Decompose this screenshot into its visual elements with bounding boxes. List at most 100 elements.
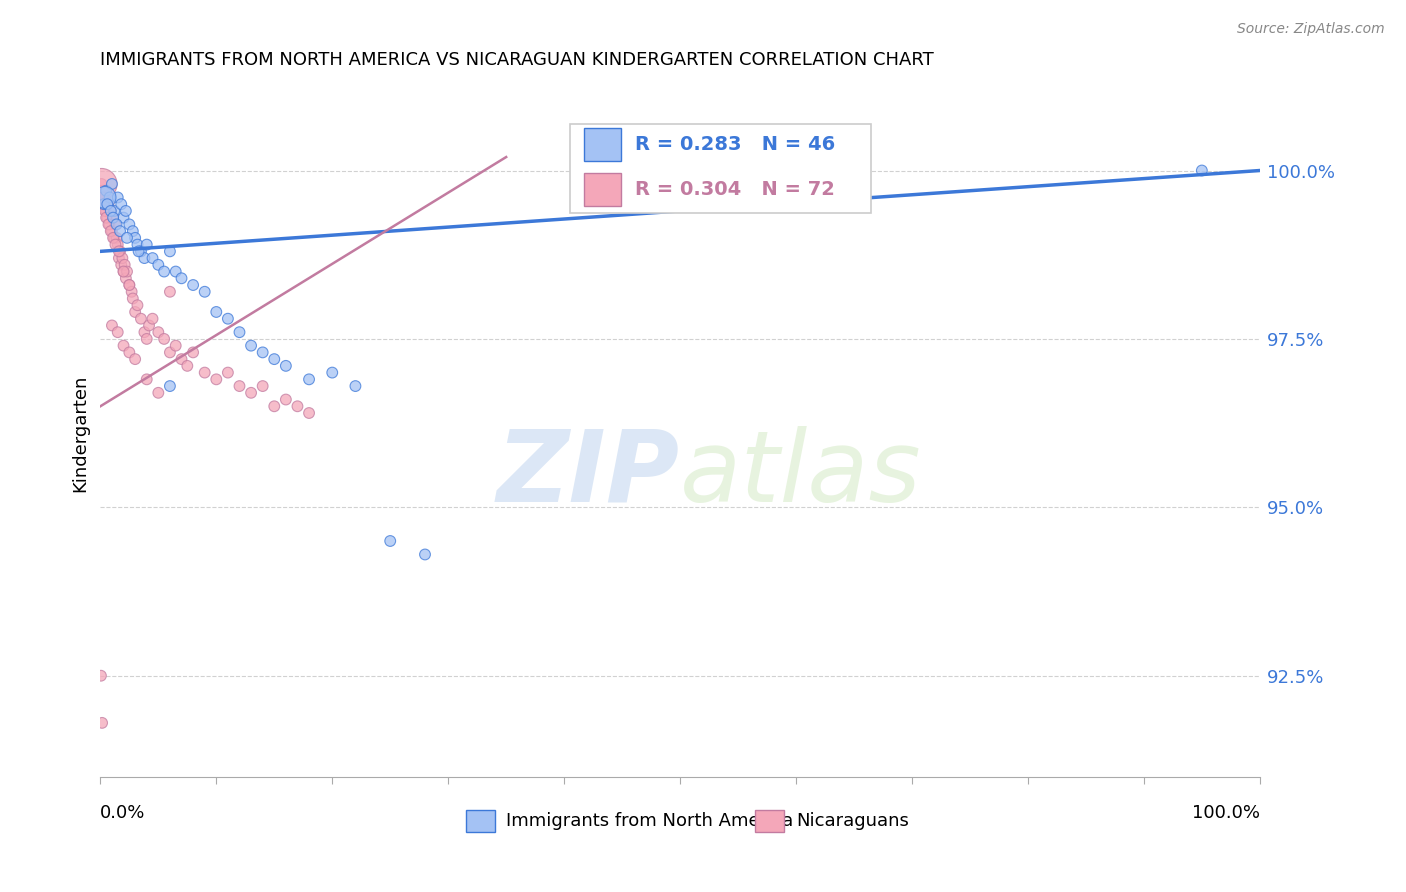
Point (115, 203, 138, 218)
Point (101, 177, 124, 191)
FancyBboxPatch shape (755, 811, 785, 832)
Point (91, 184, 114, 198)
Point (228, 379, 250, 393)
Point (111, 251, 134, 265)
Point (103, 203, 125, 218)
Point (98, 190, 121, 204)
Point (108, 224, 131, 238)
Point (240, 339, 263, 353)
Point (100, 224, 122, 238)
Point (101, 318, 124, 333)
Point (263, 399, 285, 413)
Point (90, 177, 112, 191)
FancyBboxPatch shape (569, 124, 872, 213)
Point (134, 251, 156, 265)
Point (90, 177, 112, 191)
Point (94, 203, 117, 218)
Point (252, 345, 274, 359)
Point (105, 231, 128, 245)
Text: IMMIGRANTS FROM NORTH AMERICA VS NICARAGUAN KINDERGARTEN CORRELATION CHART: IMMIGRANTS FROM NORTH AMERICA VS NICARAG… (100, 51, 934, 69)
Point (1191, 163, 1213, 178)
Point (159, 244, 181, 259)
Point (96, 211, 118, 225)
Point (252, 379, 274, 393)
Point (135, 237, 157, 252)
Point (105, 218, 128, 232)
Point (108, 251, 131, 265)
Point (101, 224, 124, 238)
Point (274, 392, 297, 407)
Point (112, 339, 135, 353)
Point (124, 352, 146, 367)
FancyBboxPatch shape (465, 811, 495, 832)
Point (181, 345, 204, 359)
Point (129, 311, 152, 326)
Point (165, 264, 187, 278)
Point (101, 211, 124, 225)
Point (112, 264, 135, 278)
Point (91, 715, 114, 730)
Text: Nicaraguans: Nicaraguans (796, 813, 908, 830)
Point (115, 264, 138, 278)
Point (121, 285, 143, 299)
Point (94, 184, 117, 198)
Point (112, 264, 135, 278)
Point (321, 366, 343, 380)
Point (107, 190, 129, 204)
Point (176, 359, 198, 373)
Text: ZIP: ZIP (498, 426, 681, 523)
Point (104, 218, 127, 232)
Point (93, 197, 115, 211)
Point (107, 325, 129, 339)
Point (97, 197, 120, 211)
Point (118, 218, 141, 232)
Text: 0.0%: 0.0% (100, 805, 146, 822)
Point (127, 237, 149, 252)
Point (91, 190, 114, 204)
Point (263, 352, 285, 367)
Text: R = 0.283   N = 46: R = 0.283 N = 46 (636, 136, 835, 154)
Point (100, 203, 122, 218)
Point (121, 292, 143, 306)
Point (97, 218, 120, 232)
Point (128, 244, 150, 259)
FancyBboxPatch shape (583, 173, 621, 206)
Point (114, 258, 136, 272)
Point (205, 372, 228, 386)
FancyBboxPatch shape (583, 128, 621, 161)
Point (112, 211, 135, 225)
Point (103, 231, 125, 245)
Point (159, 379, 181, 393)
Point (94, 203, 117, 218)
Point (98, 218, 121, 232)
Point (205, 305, 228, 319)
Point (217, 366, 239, 380)
Point (108, 244, 131, 259)
Point (228, 325, 250, 339)
Point (94, 190, 117, 204)
Point (217, 311, 239, 326)
Point (274, 359, 297, 373)
Point (165, 339, 187, 353)
Point (153, 264, 176, 278)
Point (194, 366, 217, 380)
Point (115, 231, 138, 245)
Point (298, 406, 321, 420)
Point (124, 305, 146, 319)
Point (135, 372, 157, 386)
Point (107, 237, 129, 252)
Point (96, 197, 118, 211)
Point (170, 352, 193, 367)
Point (380, 534, 402, 549)
Point (110, 258, 132, 272)
Point (413, 548, 436, 562)
Point (148, 325, 170, 339)
Point (110, 197, 132, 211)
Point (159, 285, 181, 299)
Point (170, 271, 193, 285)
Point (181, 278, 204, 293)
Point (115, 271, 138, 285)
Point (194, 285, 217, 299)
Point (129, 244, 152, 259)
Point (127, 298, 149, 312)
